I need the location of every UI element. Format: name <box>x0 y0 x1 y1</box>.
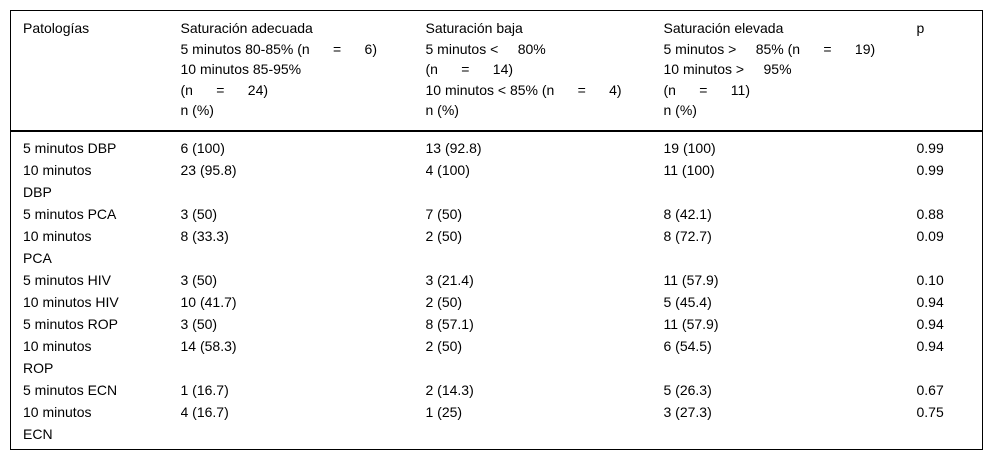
data-cell: 11 (100) <box>663 161 715 178</box>
data-cell: 8 (42.1) <box>663 205 712 222</box>
table-row: 10 minutos DBP 23 (95.8) 4 (100) 11 (100… <box>11 159 983 203</box>
table-row: 5 minutos ECN 1 (16.7) 2 (14.3) 5 (26.3)… <box>11 379 983 401</box>
data-cell: 3 (21.4) <box>425 271 474 288</box>
data-cell: 11 (57.9) <box>663 271 719 288</box>
row-label: 10 minutos DBP <box>23 161 92 200</box>
table-header: Patologías Saturación adecuada 5 minutos… <box>10 10 983 132</box>
p-value-cell: 0.75 <box>916 403 944 420</box>
data-cell: 13 (92.8) <box>425 139 482 156</box>
data-cell: 8 (72.7) <box>663 227 712 244</box>
data-cell: 5 (45.4) <box>663 293 712 310</box>
data-cell: 4 (16.7) <box>180 403 229 420</box>
table-row: 5 minutos PCA 3 (50) 7 (50) 8 (42.1) 0.8… <box>11 203 983 225</box>
data-cell: 10 (41.7) <box>180 293 237 310</box>
data-cell: 23 (95.8) <box>180 161 237 178</box>
row-label: 10 minutos ECN <box>23 403 92 442</box>
data-cell: 11 (57.9) <box>663 315 719 332</box>
table-row: 5 minutos ROP 3 (50) 8 (57.1) 11 (57.9) … <box>11 313 983 335</box>
table-row: 10 minutos ECN 4 (16.7) 1 (25) 3 (27.3) … <box>11 401 983 450</box>
p-value-cell: 0.88 <box>916 205 944 222</box>
p-value-cell: 0.10 <box>916 271 944 288</box>
data-cell: 7 (50) <box>425 205 463 222</box>
data-cell: 8 (33.3) <box>180 227 229 244</box>
row-label: 5 minutos HIV <box>23 271 111 288</box>
data-cell: 3 (50) <box>180 315 218 332</box>
data-cell: 5 (26.3) <box>663 381 712 398</box>
data-cell: 2 (14.3) <box>425 381 474 398</box>
data-cell: 1 (16.7) <box>180 381 229 398</box>
data-cell: 4 (100) <box>425 161 470 178</box>
col-header-low-saturation: Saturación baja 5 minutos < 80% (n = 14)… <box>425 10 664 132</box>
table-row: 10 minutos PCA 8 (33.3) 2 (50) 8 (72.7) … <box>11 225 983 269</box>
data-cell: 8 (57.1) <box>425 315 474 332</box>
table-row: 5 minutos HIV 3 (50) 3 (21.4) 11 (57.9) … <box>11 269 983 291</box>
table-body: 5 minutos DBP 6 (100) 13 (92.8) 19 (100)… <box>11 131 983 450</box>
p-value-cell: 0.99 <box>916 161 944 178</box>
data-cell: 2 (50) <box>425 227 463 244</box>
p-value-cell: 0.09 <box>916 227 944 244</box>
data-cell: 14 (58.3) <box>180 337 237 354</box>
data-cell: 19 (100) <box>663 139 716 156</box>
data-cell: 6 (100) <box>180 139 225 156</box>
results-table-container: Patologías Saturación adecuada 5 minutos… <box>10 10 983 450</box>
row-label: 10 minutos ROP <box>23 337 92 376</box>
table-row: 5 minutos DBP 6 (100) 13 (92.8) 19 (100)… <box>11 131 983 159</box>
row-label: 5 minutos ROP <box>23 315 118 332</box>
col-header-pathologies: Patologías <box>10 10 181 132</box>
row-label: 10 minutos PCA <box>23 227 92 266</box>
row-label: 10 minutos HIV <box>23 293 119 310</box>
p-value-cell: 0.99 <box>916 139 944 156</box>
col-header-p-value: p <box>916 10 983 132</box>
data-cell: 3 (27.3) <box>663 403 712 420</box>
p-value-cell: 0.94 <box>916 315 944 332</box>
header-row: Patologías Saturación adecuada 5 minutos… <box>10 10 983 132</box>
table-row: 10 minutos HIV 10 (41.7) 2 (50) 5 (45.4)… <box>11 291 983 313</box>
col-header-adequate-saturation: Saturación adecuada 5 minutos 80-85% (n … <box>180 10 426 132</box>
data-cell: 3 (50) <box>180 271 218 288</box>
data-cell: 2 (50) <box>425 337 463 354</box>
p-value-cell: 0.94 <box>916 337 944 354</box>
data-cell: 1 (25) <box>425 403 463 420</box>
row-label: 5 minutos ECN <box>23 381 118 398</box>
p-value-cell: 0.94 <box>916 293 944 310</box>
results-table: Patologías Saturación adecuada 5 minutos… <box>10 10 983 450</box>
row-label: 5 minutos PCA <box>23 205 117 222</box>
col-header-elevated-saturation: Saturación elevada 5 minutos > 85% (n = … <box>663 10 917 132</box>
table-row: 10 minutos ROP 14 (58.3) 2 (50) 6 (54.5)… <box>11 335 983 379</box>
row-label: 5 minutos DBP <box>23 139 117 156</box>
data-cell: 2 (50) <box>425 293 463 310</box>
data-cell: 3 (50) <box>180 205 218 222</box>
data-cell: 6 (54.5) <box>663 337 712 354</box>
p-value-cell: 0.67 <box>916 381 944 398</box>
